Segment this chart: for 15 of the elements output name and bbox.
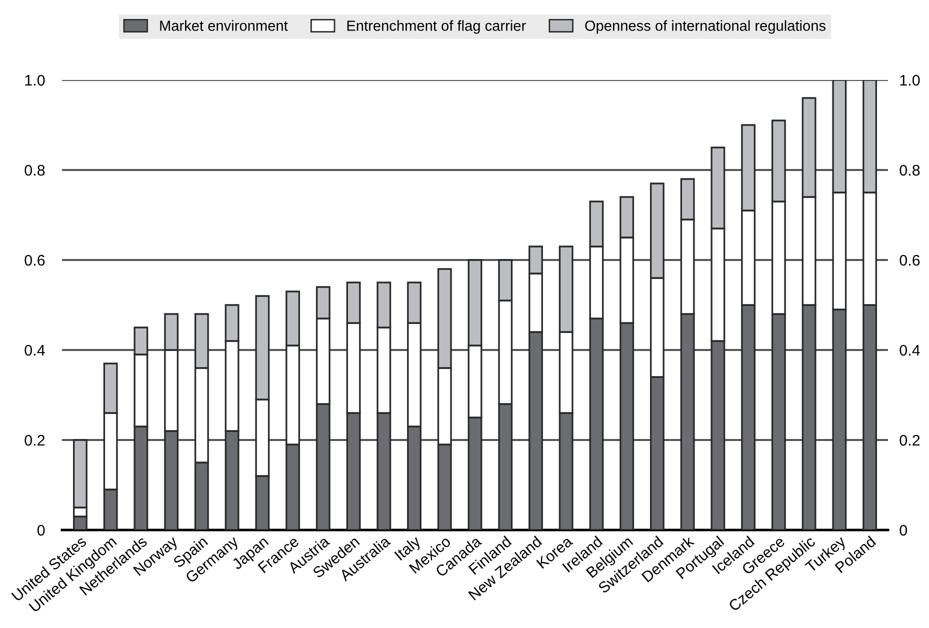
y2-tick-label: 0.2 xyxy=(900,434,920,446)
y-tick-label: 0.2 xyxy=(24,434,45,446)
y2-tick-label: 0.8 xyxy=(900,164,920,176)
y2-tick-label: 1.0 xyxy=(900,74,920,86)
y2-tick-label: 0.6 xyxy=(900,254,920,266)
y-tick-label: 0 xyxy=(37,524,45,536)
legend-label: Entrenchment of flag carrier xyxy=(347,20,526,34)
y-tick-label: 1.0 xyxy=(25,74,45,86)
y-tick-label: 0.8 xyxy=(24,164,45,176)
y2-tick-label: 0 xyxy=(900,524,908,536)
y-tick-label: 0.6 xyxy=(24,254,45,266)
y-tick-label: 0.4 xyxy=(24,344,45,356)
legend-label: Openness of international regulations xyxy=(585,20,826,34)
legend-label: Market environment xyxy=(160,20,288,31)
y2-tick-label: 0.4 xyxy=(900,344,920,356)
